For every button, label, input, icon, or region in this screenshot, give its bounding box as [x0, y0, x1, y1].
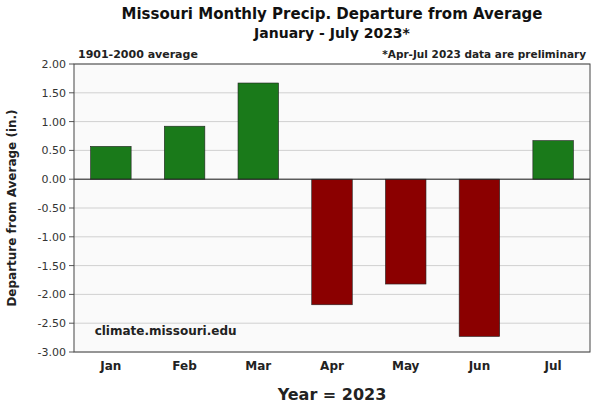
- y-tick: [69, 352, 74, 353]
- y-tick-label: 0.50: [42, 144, 67, 157]
- zero-line: [74, 179, 590, 180]
- y-tick-label: -3.00: [38, 346, 66, 359]
- bar: [91, 146, 132, 179]
- x-tick-label: May: [392, 359, 420, 373]
- x-axis-label: Year = 2023: [277, 385, 387, 404]
- x-axis: Jan Feb Mar Apr May Jun Jul: [99, 359, 561, 373]
- plot-frame: [74, 64, 590, 352]
- bars: [91, 83, 574, 336]
- y-tick-label: -0.50: [38, 202, 66, 215]
- y-tick-label: -1.50: [38, 260, 66, 273]
- y-tick: [69, 294, 74, 295]
- x-tick-label: Mar: [245, 359, 271, 373]
- y-grid: [74, 64, 590, 352]
- bar: [459, 179, 500, 336]
- y-tick: [69, 121, 74, 122]
- y-tick: [69, 208, 74, 209]
- bar: [385, 179, 426, 284]
- x-tick-label: Feb: [172, 359, 197, 373]
- y-tick: [69, 265, 74, 266]
- y-tick: [69, 64, 74, 65]
- y-tick: [69, 236, 74, 237]
- y-axis-label: Departure from Average (in.): [5, 109, 19, 306]
- y-axis: -3.00 -2.50 -2.00 -1.50 -1.00 -0.50 0.00 0.50 1.…: [38, 58, 74, 359]
- y-tick-label: -2.50: [38, 317, 66, 330]
- bar: [533, 141, 574, 180]
- title: Missouri Monthly Precip. Departure from …: [122, 5, 543, 23]
- chart-svg: -3.00 -2.50 -2.00 -1.50 -1.00 -0.50 0.00 0.50 1.…: [0, 0, 600, 415]
- x-tick-label: Apr: [320, 359, 344, 373]
- grid-line: [74, 150, 590, 151]
- y-tick: [69, 150, 74, 151]
- y-tick: [69, 323, 74, 324]
- plot-area: [74, 64, 590, 352]
- bar: [164, 126, 205, 179]
- bar: [238, 83, 279, 179]
- y-tick: [69, 92, 74, 93]
- chart-container: -3.00 -2.50 -2.00 -1.50 -1.00 -0.50 0.00 0.50 1.…: [0, 0, 600, 415]
- y-tick-label: 1.50: [42, 87, 67, 100]
- grid-line: [74, 179, 590, 180]
- subtitle: January - July 2023*: [253, 25, 411, 41]
- annotation: *Apr-Jul 2023 data are preliminary: [382, 48, 586, 60]
- grid-line: [74, 92, 590, 93]
- grid-line: [74, 121, 590, 122]
- x-tick-label: Jun: [468, 359, 491, 373]
- x-tick-label: Jul: [544, 359, 562, 373]
- y-tick-label: 2.00: [42, 58, 67, 71]
- y-tick-label: 0.00: [42, 173, 67, 186]
- bar: [312, 179, 353, 305]
- y-tick-label: 1.00: [42, 116, 67, 129]
- x-tick-label: Jan: [99, 359, 121, 373]
- y-tick: [69, 179, 74, 180]
- annotation: 1901-2000 average: [78, 48, 198, 61]
- y-tick-label: -1.00: [38, 231, 66, 244]
- watermark: climate.missouri.edu: [95, 324, 237, 338]
- y-tick-label: -2.00: [38, 288, 66, 301]
